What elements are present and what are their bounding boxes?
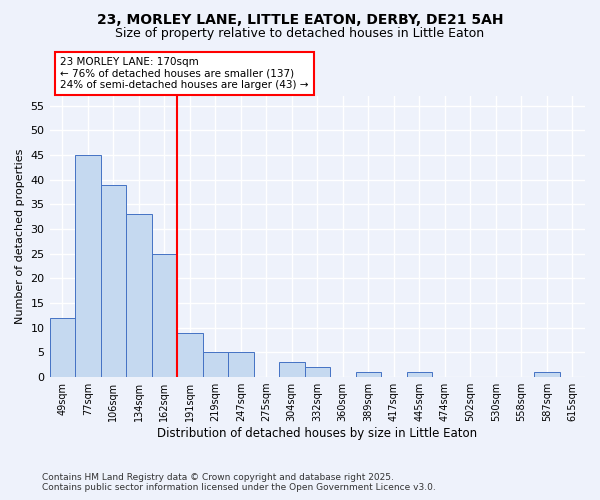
Bar [177,332,203,377]
Bar [75,155,101,377]
Bar [126,214,152,377]
Text: 23, MORLEY LANE, LITTLE EATON, DERBY, DE21 5AH: 23, MORLEY LANE, LITTLE EATON, DERBY, DE… [97,12,503,26]
Bar [356,372,381,377]
Bar [228,352,254,377]
Bar [279,362,305,377]
Bar [407,372,432,377]
X-axis label: Distribution of detached houses by size in Little Eaton: Distribution of detached houses by size … [157,427,478,440]
Bar [534,372,560,377]
Bar [101,184,126,377]
Bar [305,367,330,377]
Text: Size of property relative to detached houses in Little Eaton: Size of property relative to detached ho… [115,28,485,40]
Bar [152,254,177,377]
Bar [203,352,228,377]
Bar [50,318,75,377]
Text: 23 MORLEY LANE: 170sqm
← 76% of detached houses are smaller (137)
24% of semi-de: 23 MORLEY LANE: 170sqm ← 76% of detached… [60,57,309,90]
Text: Contains HM Land Registry data © Crown copyright and database right 2025.
Contai: Contains HM Land Registry data © Crown c… [42,473,436,492]
Y-axis label: Number of detached properties: Number of detached properties [15,149,25,324]
